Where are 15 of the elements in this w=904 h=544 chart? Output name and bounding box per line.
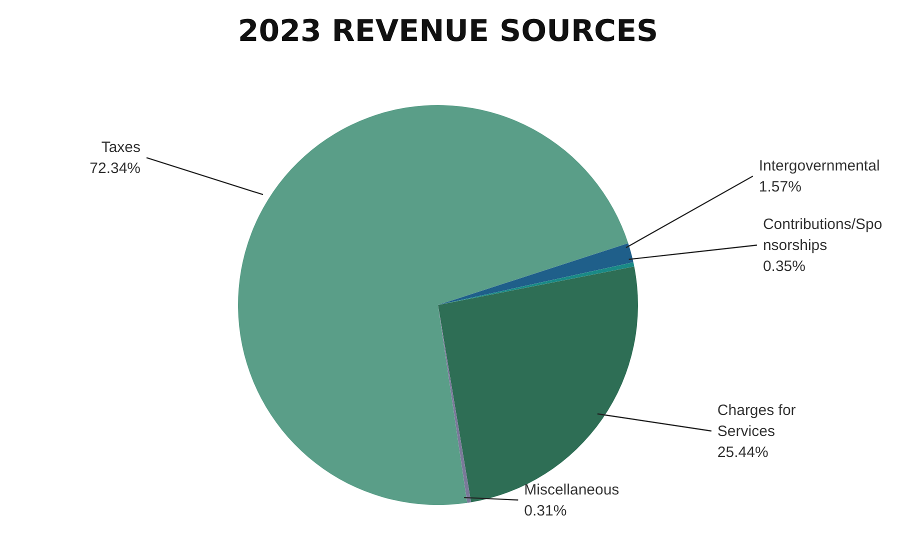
chart-title: 2023 REVENUE SOURCES	[236, 14, 660, 49]
data-label: 25.44%	[717, 444, 768, 461]
slice-label: Contributions/Sponsorships	[762, 216, 882, 254]
pie-slice	[238, 105, 628, 505]
pie-slice	[438, 262, 634, 305]
pie-slice	[438, 243, 634, 305]
slice-label: Taxes	[101, 139, 141, 156]
data-label: 72.34%	[90, 160, 141, 178]
slice-label: Charges for Services	[717, 402, 796, 440]
data-label: 1.57%	[758, 178, 802, 196]
data-label: 0.35%	[762, 258, 806, 276]
slice-label: Intergovernmental	[758, 158, 880, 175]
pie-slice	[438, 266, 638, 502]
data-label: 0.31%	[524, 502, 567, 520]
slice-label: Miscellaneous	[524, 482, 620, 498]
